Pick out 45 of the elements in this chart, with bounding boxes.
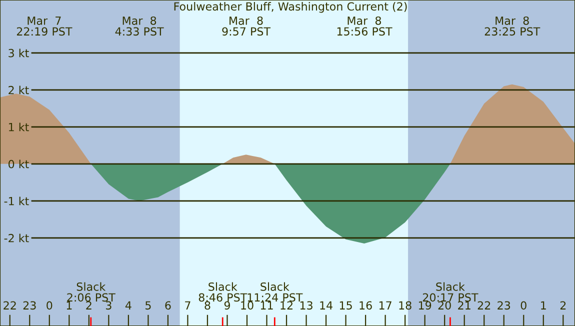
- annotation: Mar 8 15:56 PST: [337, 16, 392, 36]
- x-tick-label: 1: [66, 301, 72, 310]
- x-tick-label: 10: [241, 301, 254, 310]
- annotation: Slack 11:24 PST: [248, 282, 303, 302]
- annotation: Mar 8 23:25 PST: [484, 16, 540, 36]
- x-tick-label: 11: [260, 301, 273, 310]
- x-tick-label: 21: [458, 301, 470, 310]
- x-tick-label: 19: [418, 301, 432, 310]
- x-tick-label: 17: [379, 301, 392, 310]
- x-tick-label: 23: [23, 301, 36, 310]
- x-tick-label: 8: [204, 301, 210, 310]
- x-tick-label: 0: [520, 301, 526, 310]
- x-tick-label: 13: [300, 301, 312, 310]
- x-tick-label: 18: [399, 301, 412, 310]
- y-tick-label: 0 kt: [8, 160, 29, 168]
- y-tick-label: -2 kt: [4, 234, 29, 242]
- x-tick-label: 2: [560, 301, 566, 310]
- x-tick-label: 14: [320, 301, 332, 310]
- x-tick-label: 6: [165, 301, 171, 310]
- annotation: Mar 8 9:57 PST: [222, 16, 271, 36]
- x-tick-label: 15: [340, 301, 352, 310]
- x-tick-label: 16: [360, 301, 372, 310]
- y-tick-label: 3 kt: [8, 48, 29, 58]
- x-tick-label: 5: [146, 301, 151, 310]
- x-tick-label: 23: [498, 301, 510, 310]
- x-tick-label: 1: [541, 301, 546, 310]
- x-tick-label: 7: [185, 301, 190, 310]
- x-tick-label: 2: [86, 301, 92, 310]
- x-tick-label: 12: [280, 301, 292, 310]
- x-tick-label: 4: [125, 301, 132, 310]
- x-tick-label: 3: [106, 301, 112, 310]
- x-tick-label: 9: [224, 301, 230, 310]
- y-tick-label: -1 kt: [4, 196, 29, 206]
- annotation: Mar 7 22:19 PST: [16, 16, 72, 36]
- chart-title: Foulweather Bluff, Washington Current (2): [174, 2, 407, 13]
- annotation: Slack 2:06 PST: [67, 282, 116, 302]
- annotation: Slack 20:17 PST: [422, 282, 478, 302]
- annotation: Mar 8 4:33 PST: [115, 16, 164, 36]
- x-tick-label: 22: [4, 301, 16, 310]
- x-tick-label: 0: [46, 301, 52, 310]
- y-tick-label: 2 kt: [8, 86, 29, 94]
- x-tick-label: 20: [438, 301, 451, 310]
- x-tick-label: 22: [478, 301, 490, 310]
- y-tick-label: 1 kt: [8, 122, 29, 132]
- annotation: Slack 8:46 PST: [198, 282, 248, 302]
